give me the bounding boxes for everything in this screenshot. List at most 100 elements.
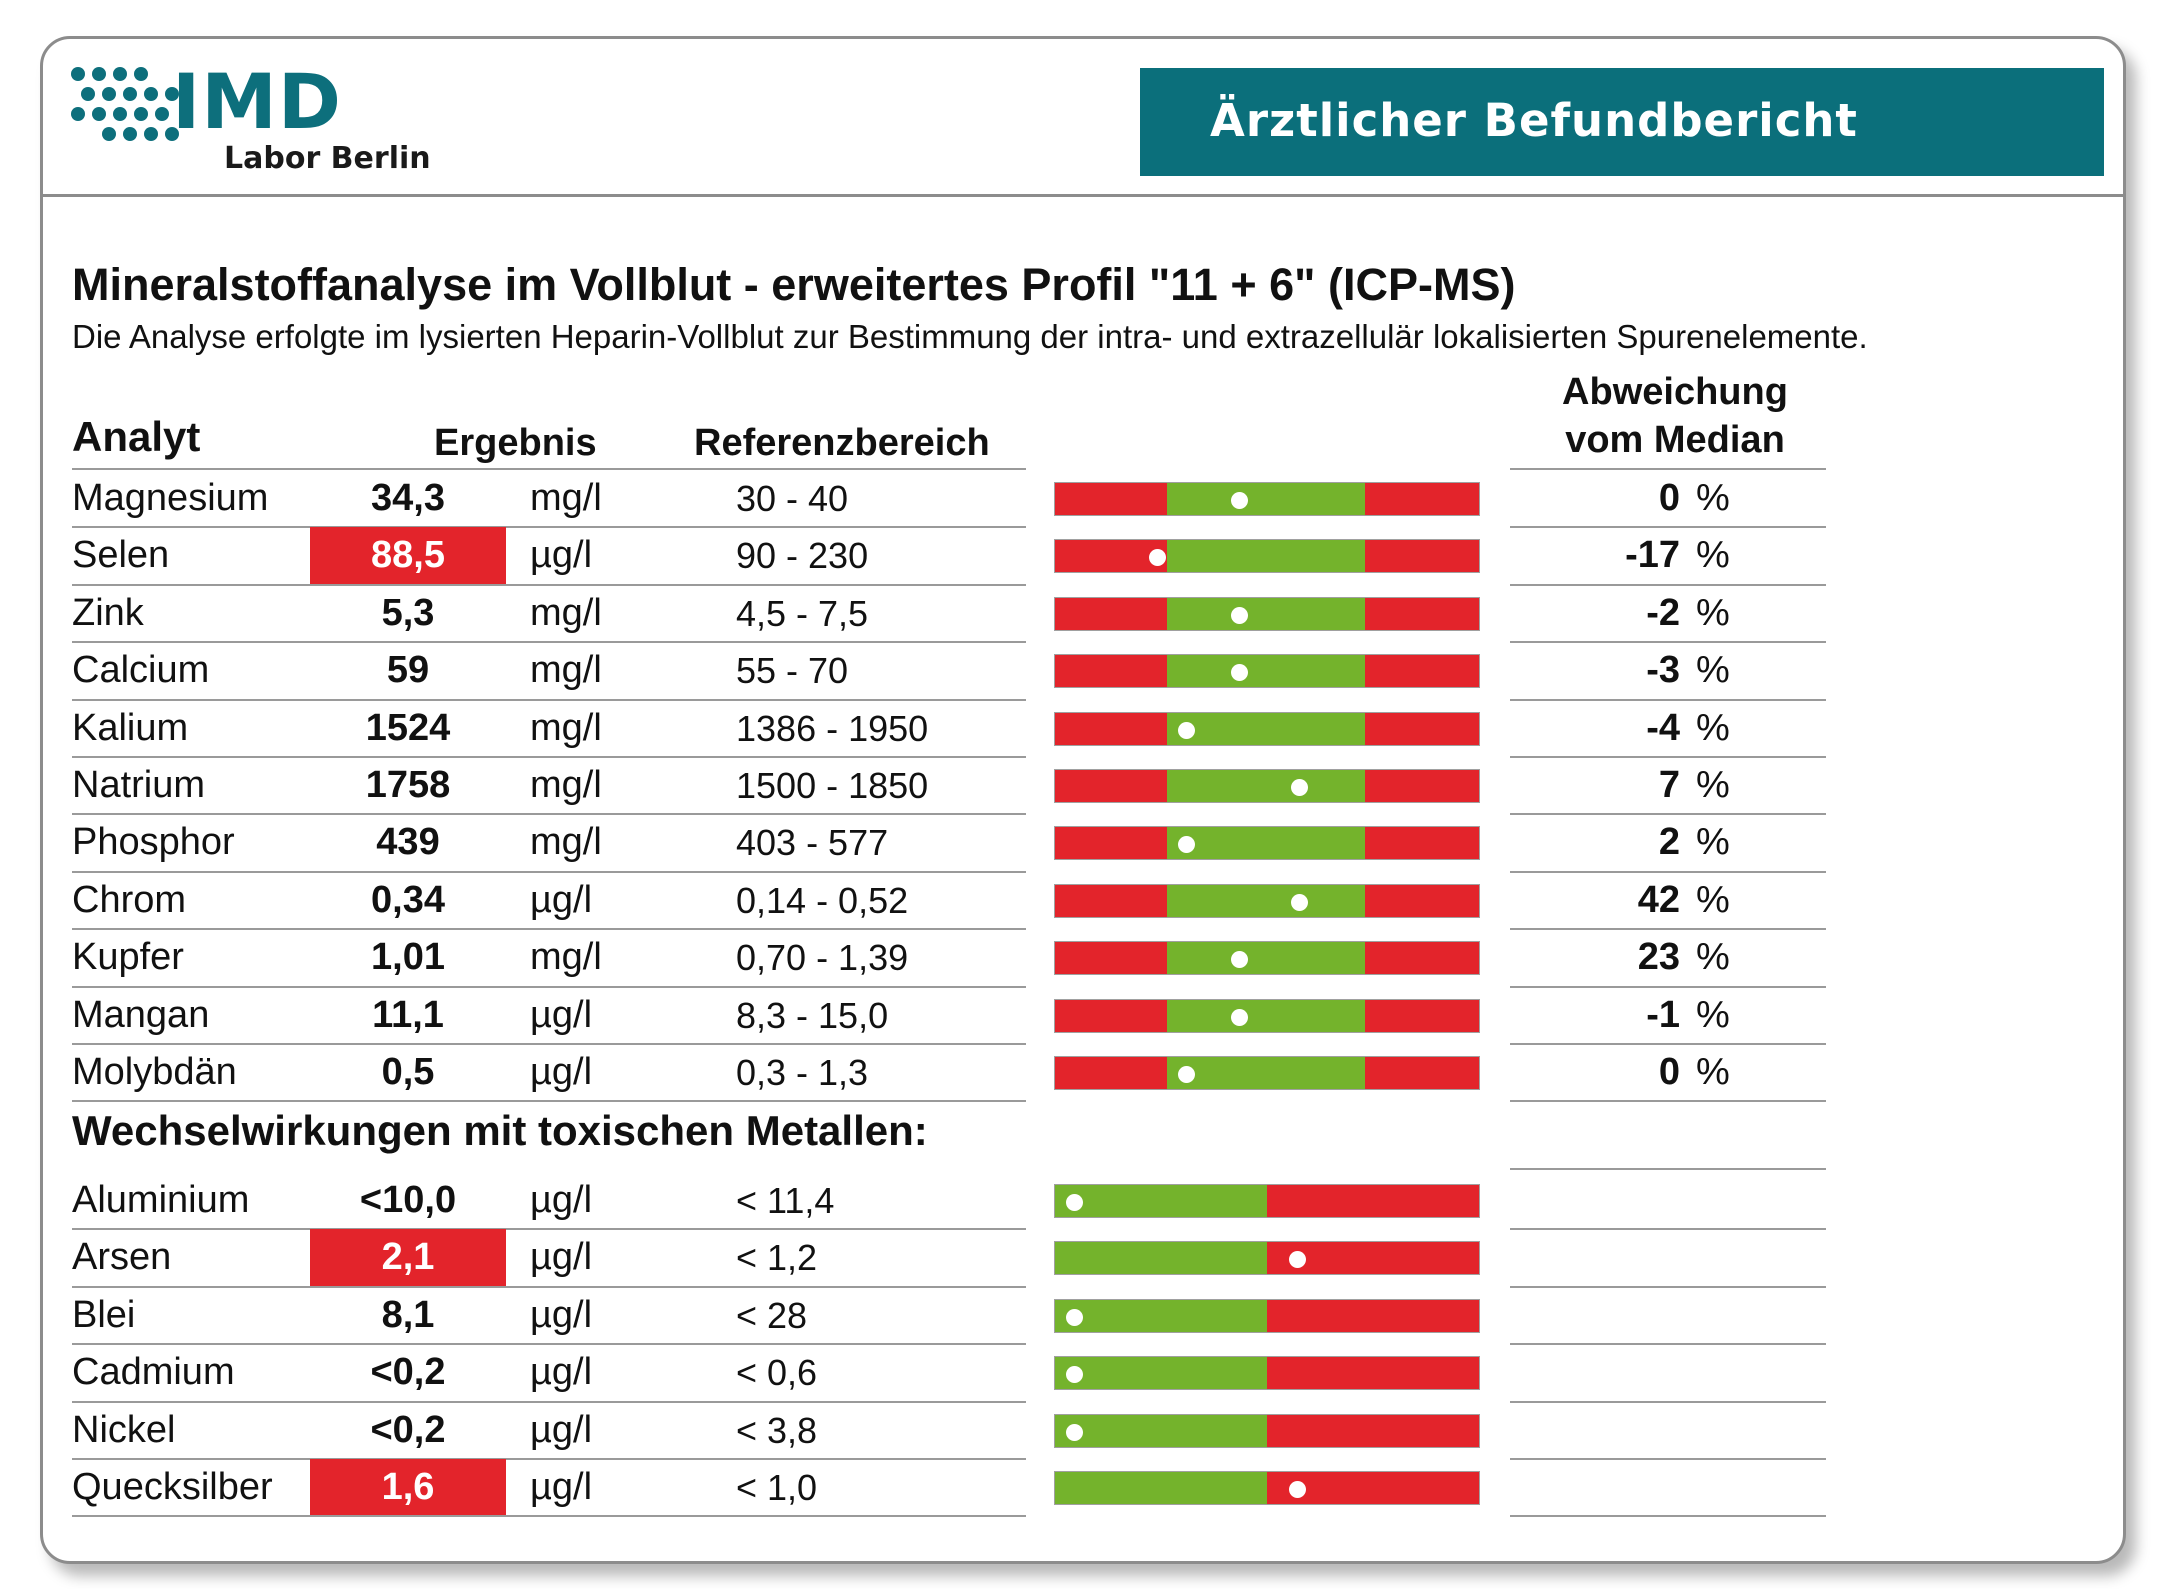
row-divider — [72, 1100, 1026, 1103]
mineral-row: Calcium 59 mg/l 55 - 70 -3% — [0, 642, 2173, 699]
in-range-segment — [1055, 1357, 1267, 1390]
column-header-analyt: Analyt — [72, 413, 201, 460]
row-divider — [72, 526, 1026, 529]
row-divider — [1510, 813, 1826, 816]
analyte-name: Magnesium — [72, 477, 269, 519]
result-unit: mg/l — [530, 649, 602, 692]
result-value: 8,1 — [381, 1293, 435, 1336]
result-unit: µg/l — [530, 1408, 593, 1451]
median-deviation: -4 — [1646, 706, 1680, 749]
logo-dot — [113, 107, 127, 121]
range-indicator-bar — [1054, 539, 1480, 574]
row-divider — [72, 1458, 1026, 1460]
reference-range: < 1,2 — [736, 1237, 818, 1279]
row-divider — [1510, 985, 1826, 988]
analyte-name: Chrom — [72, 878, 187, 921]
reference-range: 1500 - 1850 — [736, 765, 929, 806]
out-of-range-segment — [1055, 884, 1168, 917]
median-deviation: 0 — [1658, 477, 1680, 519]
column-header-ergebnis: Ergebnis — [434, 422, 597, 464]
percent-sign: % — [1696, 591, 1730, 634]
in-range-segment — [1055, 1185, 1267, 1217]
logo-dot — [134, 107, 148, 121]
out-of-range-segment — [1267, 1414, 1479, 1447]
range-indicator-bar — [1054, 654, 1480, 689]
mineral-row: Mangan 11,1 µg/l 8,3 - 15,0 -1% — [0, 987, 2173, 1044]
result-value: 1758 — [365, 764, 451, 806]
mineral-row: Magnesium 34,3 mg/l 30 - 40 0% — [0, 470, 2173, 527]
row-divider — [1510, 1285, 1826, 1288]
out-of-range-segment — [1055, 1057, 1168, 1089]
analyte-name: Selen — [72, 534, 170, 577]
range-indicator-bar — [1054, 482, 1480, 516]
percent-sign: % — [1696, 878, 1730, 921]
percent-sign: % — [1696, 706, 1730, 749]
percent-sign: % — [1696, 649, 1730, 692]
in-range-segment — [1167, 827, 1365, 860]
report-banner: Ärztlicher Befundbericht — [1140, 68, 2104, 176]
row-divider — [72, 1515, 1026, 1518]
out-of-range-segment — [1364, 655, 1479, 688]
out-of-range-segment — [1055, 483, 1168, 515]
median-deviation: -2 — [1646, 591, 1680, 634]
mineral-row: Molybdän 0,5 µg/l 0,3 - 1,3 0% — [0, 1044, 2173, 1101]
analyte-name: Quecksilber — [72, 1466, 273, 1508]
reference-range: 0,70 - 1,39 — [736, 937, 909, 979]
logo-dot — [134, 67, 148, 81]
median-deviation: 0 — [1658, 1051, 1680, 1093]
out-of-range-segment — [1364, 1057, 1479, 1089]
analyte-name: Arsen — [72, 1236, 172, 1279]
logo-dot — [155, 107, 169, 121]
result-marker — [1066, 1366, 1084, 1384]
in-range-segment — [1167, 540, 1365, 573]
out-of-range-segment — [1364, 884, 1479, 917]
range-indicator-bar — [1054, 1184, 1480, 1218]
result-marker — [1148, 549, 1166, 567]
reference-range: < 11,4 — [736, 1180, 835, 1221]
in-range-segment — [1167, 597, 1365, 630]
row-divider — [1510, 1458, 1826, 1460]
row-divider — [72, 1400, 1026, 1403]
result-marker — [1288, 1251, 1306, 1269]
result-value: 439 — [376, 821, 440, 864]
analyte-name: Aluminium — [72, 1179, 250, 1221]
mineral-row: Kalium 1524 mg/l 1386 - 1950 -4% — [0, 700, 2173, 757]
row-divider — [72, 468, 1026, 470]
out-of-range-segment — [1055, 942, 1168, 975]
analyte-name: Mangan — [72, 993, 210, 1036]
logo-dot — [144, 127, 158, 141]
row-divider — [1510, 1100, 1826, 1103]
logo-dot — [102, 87, 116, 101]
reference-range: 90 - 230 — [736, 535, 869, 577]
result-marker — [1231, 492, 1249, 509]
range-indicator-bar — [1054, 826, 1480, 861]
result-unit: mg/l — [530, 936, 602, 979]
logo-dot — [102, 127, 116, 141]
reference-range: < 3,8 — [736, 1409, 818, 1451]
analyte-name: Blei — [72, 1293, 136, 1336]
logo-dot — [71, 107, 85, 121]
range-indicator-bar — [1054, 883, 1480, 918]
out-of-range-segment — [1055, 827, 1168, 860]
row-divider — [72, 1043, 1026, 1045]
row-divider — [1510, 870, 1826, 873]
banner-title: Ärztlicher Befundbericht — [1210, 94, 1858, 147]
row-divider — [72, 641, 1026, 644]
result-value: <0,2 — [370, 1408, 446, 1451]
range-indicator-bar — [1054, 1241, 1480, 1276]
result-value: 1,01 — [371, 936, 445, 979]
logo-text: IMD — [172, 57, 342, 146]
result-value: 34,3 — [371, 477, 445, 519]
row-divider — [1510, 1400, 1826, 1403]
row-divider — [1510, 1343, 1826, 1346]
toxic-row: Cadmium <0,2 µg/l < 0,6 — [0, 1344, 2173, 1401]
percent-sign: % — [1696, 764, 1730, 806]
analyte-name: Zink — [72, 591, 144, 634]
row-divider — [72, 1343, 1026, 1346]
mineral-row: Natrium 1758 mg/l 1500 - 1850 7% — [0, 757, 2173, 814]
out-of-range-segment — [1364, 712, 1479, 745]
out-of-range-segment — [1055, 999, 1168, 1032]
out-of-range-segment — [1055, 597, 1168, 630]
result-unit: µg/l — [530, 1179, 593, 1221]
in-range-segment — [1167, 1057, 1365, 1089]
